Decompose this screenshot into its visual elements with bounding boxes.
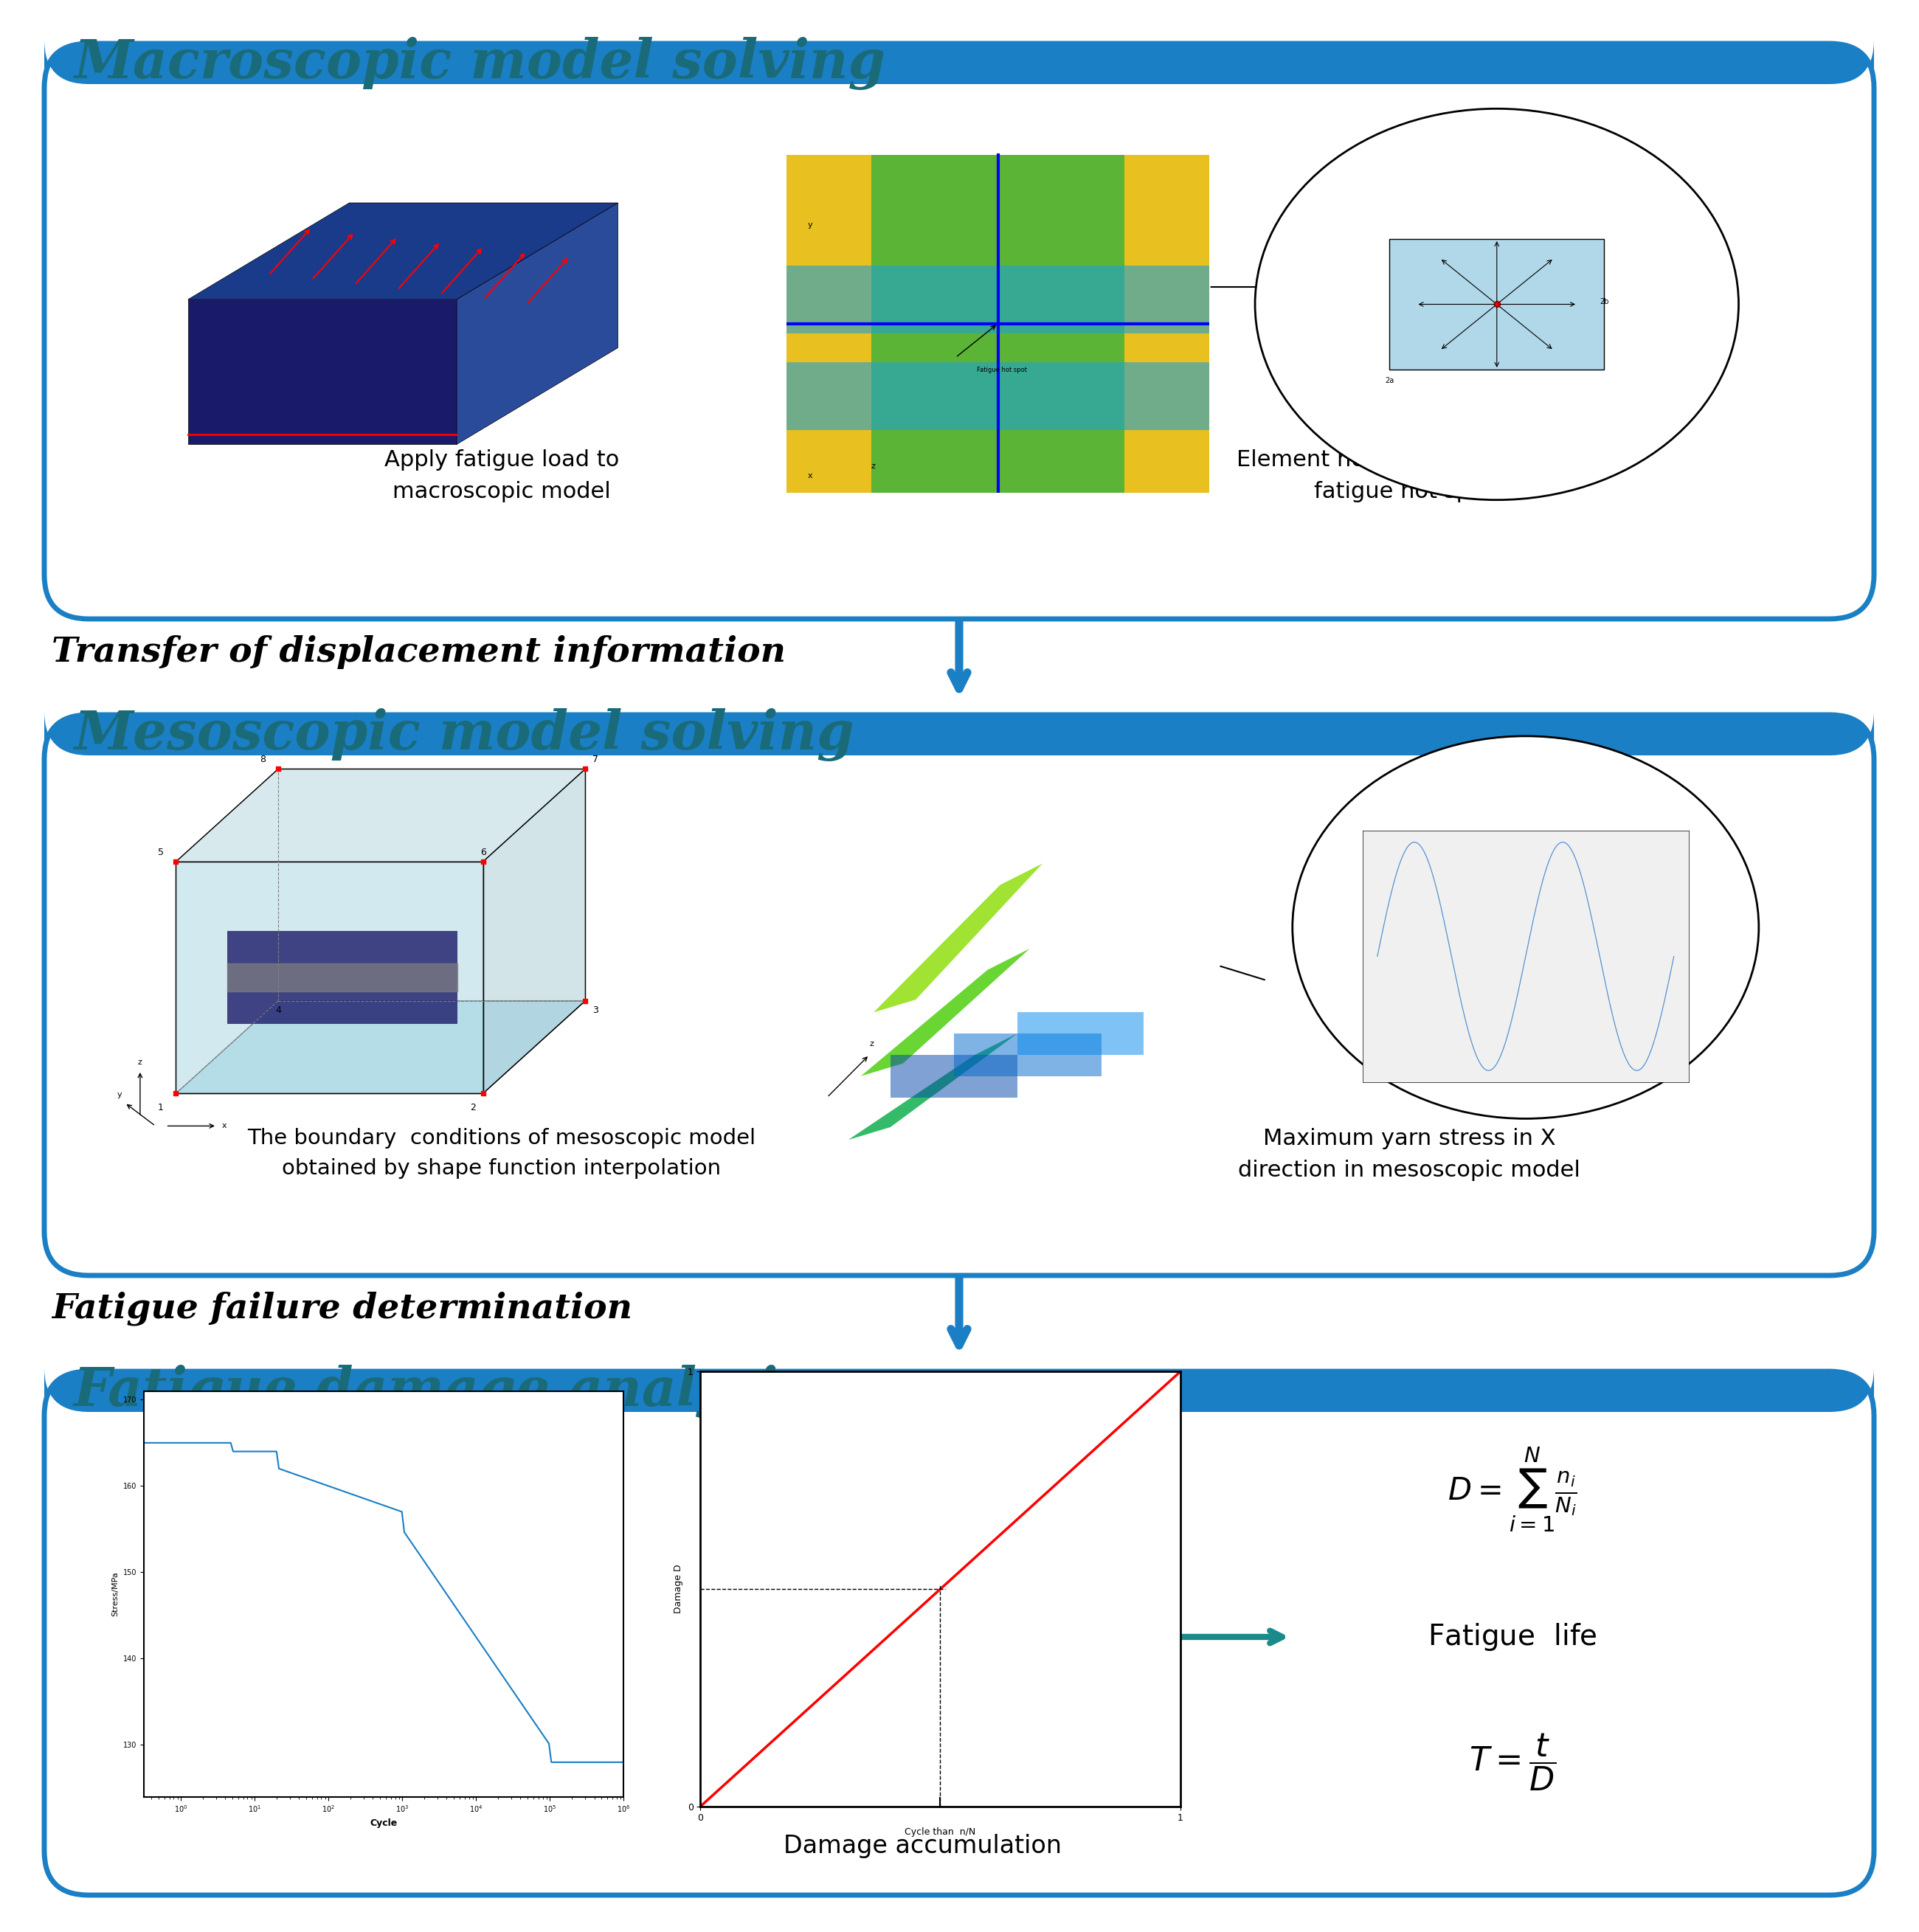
Polygon shape (457, 203, 618, 444)
Polygon shape (1389, 240, 1604, 369)
Text: 2: 2 (470, 1103, 476, 1113)
Text: y: y (117, 1092, 123, 1097)
Text: 2b: 2b (1600, 298, 1608, 305)
Text: 8: 8 (259, 755, 267, 765)
FancyBboxPatch shape (44, 715, 1875, 1275)
Text: 5: 5 (157, 848, 163, 858)
Polygon shape (188, 203, 618, 299)
Polygon shape (1040, 155, 1125, 493)
Text: The boundary  conditions of mesoscopic model
obtained by shape function interpol: The boundary conditions of mesoscopic mo… (248, 1128, 756, 1179)
Polygon shape (177, 1001, 585, 1094)
Text: Fatigue failure determination: Fatigue failure determination (52, 1291, 631, 1325)
X-axis label: Cycle than  n/N: Cycle than n/N (904, 1828, 977, 1837)
Polygon shape (177, 862, 484, 1094)
Y-axis label: Damage D: Damage D (674, 1565, 683, 1613)
Text: 6: 6 (480, 848, 486, 858)
X-axis label: Cycle: Cycle (370, 1818, 397, 1828)
Circle shape (1255, 108, 1739, 500)
Text: Fatigue hot spot: Fatigue hot spot (977, 367, 1027, 373)
Text: Maximum yarn stress in X
direction in mesoscopic model: Maximum yarn stress in X direction in me… (1238, 1128, 1581, 1180)
Text: $D=\sum_{i=1}^{N}\frac{n_i}{N_i}$: $D=\sum_{i=1}^{N}\frac{n_i}{N_i}$ (1447, 1445, 1577, 1534)
Polygon shape (848, 1034, 1017, 1140)
Polygon shape (873, 864, 1042, 1012)
FancyBboxPatch shape (44, 1372, 1875, 1895)
Text: x: x (808, 471, 814, 479)
Polygon shape (956, 155, 1040, 493)
Text: Mesoscopic model solving: Mesoscopic model solving (73, 709, 854, 761)
Circle shape (1293, 736, 1758, 1119)
Polygon shape (954, 1034, 1102, 1076)
Text: x: x (223, 1122, 226, 1130)
Text: 4: 4 (274, 1005, 282, 1014)
Text: 3: 3 (593, 1005, 599, 1014)
FancyBboxPatch shape (44, 711, 1875, 759)
Text: Macroscopic model solving: Macroscopic model solving (73, 37, 885, 91)
Polygon shape (188, 299, 457, 444)
Text: Damage accumulation: Damage accumulation (783, 1833, 1061, 1859)
Text: y: y (808, 220, 814, 228)
Text: 1: 1 (157, 1103, 163, 1113)
Polygon shape (787, 265, 1209, 332)
FancyBboxPatch shape (44, 44, 1875, 618)
Polygon shape (787, 155, 1209, 493)
Polygon shape (890, 1055, 1017, 1097)
Polygon shape (1017, 1012, 1144, 1055)
Polygon shape (862, 949, 1031, 1076)
Text: z: z (871, 462, 875, 469)
Polygon shape (871, 155, 956, 493)
Text: +: + (524, 1617, 583, 1687)
FancyBboxPatch shape (44, 1368, 1875, 1416)
Text: Fatigue damage analysis: Fatigue damage analysis (73, 1364, 808, 1418)
Text: z: z (869, 1041, 873, 1047)
Text: Apply fatigue load to
macroscopic model: Apply fatigue load to macroscopic model (384, 450, 620, 502)
Text: z: z (138, 1059, 142, 1066)
Text: Transfer of displacement information: Transfer of displacement information (52, 636, 785, 668)
Polygon shape (226, 931, 457, 1024)
Text: $\mathrm{Fatigue\ \ life}$: $\mathrm{Fatigue\ \ life}$ (1428, 1621, 1597, 1652)
Y-axis label: Stress/MPa: Stress/MPa (111, 1571, 119, 1617)
Text: 2a: 2a (1386, 377, 1393, 384)
Text: 7: 7 (593, 755, 599, 765)
Text: Element node displacement at
fatigue hot spots: Element node displacement at fatigue hot… (1236, 450, 1581, 502)
Polygon shape (787, 363, 1209, 429)
Polygon shape (484, 769, 585, 1094)
FancyBboxPatch shape (44, 41, 1875, 87)
Text: $T=\dfrac{t}{D}$: $T=\dfrac{t}{D}$ (1468, 1731, 1556, 1793)
Polygon shape (177, 769, 585, 862)
